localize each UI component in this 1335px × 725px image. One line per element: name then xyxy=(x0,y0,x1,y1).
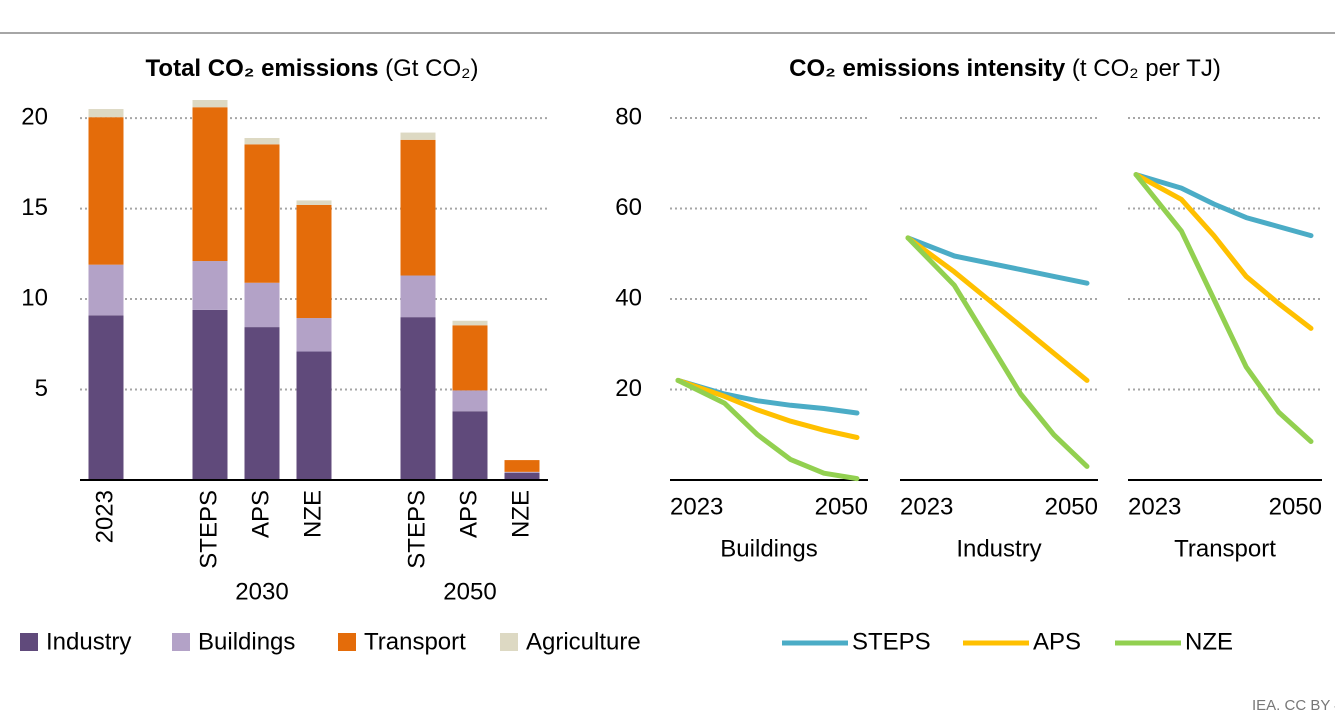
title-main: CO₂ emissions intensity xyxy=(789,55,1066,82)
y-tick-label: 20 xyxy=(615,375,642,402)
y-tick-label: 10 xyxy=(21,284,48,311)
x-tick-label: STEPS xyxy=(195,490,222,569)
bar-segment xyxy=(400,139,436,276)
legend-label: NZE xyxy=(1185,628,1233,655)
series-line xyxy=(675,377,860,416)
bar-segment xyxy=(400,275,436,318)
bar-segment xyxy=(88,109,124,118)
bar-segment xyxy=(296,204,332,319)
group-label: 2050 xyxy=(443,578,496,605)
bar-segment xyxy=(452,411,488,480)
bar-segment xyxy=(296,318,332,352)
bar-segment xyxy=(452,390,488,412)
bar-segment xyxy=(504,471,540,473)
bar-segment xyxy=(400,317,436,480)
footer: IEA. CC BY 4.0 xyxy=(1252,697,1335,714)
panel-label: Industry xyxy=(956,535,1041,562)
bar-segment xyxy=(400,132,436,140)
x-tick-label: 2023 xyxy=(900,493,953,520)
bar-segment xyxy=(452,325,488,391)
legend-label: Agriculture xyxy=(526,628,641,655)
legend-label: Industry xyxy=(46,628,131,655)
bar-segment xyxy=(504,472,540,480)
bar-segment xyxy=(192,107,228,262)
title-unit: (t CO₂ per TJ) xyxy=(1072,55,1221,82)
series-line xyxy=(905,235,1090,383)
x-tick-label: STEPS xyxy=(403,490,430,569)
legend-swatch xyxy=(500,633,518,651)
bar-segment xyxy=(244,138,280,145)
title-unit: (Gt CO₂) xyxy=(385,55,478,82)
series-line xyxy=(1133,172,1314,239)
legend-label: Buildings xyxy=(198,628,295,655)
title-main: Total CO₂ emissions xyxy=(146,55,379,82)
panel-label: Transport xyxy=(1174,535,1276,562)
x-tick-label: 2050 xyxy=(1045,493,1098,520)
bar-segment xyxy=(504,460,540,472)
x-tick-label: NZE xyxy=(507,490,534,538)
bar-segment xyxy=(452,320,488,326)
bar-segment xyxy=(244,327,280,480)
chart-title: Total CO₂ emissions (Gt CO₂) xyxy=(146,55,479,82)
legend-label: APS xyxy=(1033,628,1081,655)
x-tick-label: APS xyxy=(455,490,482,538)
bar-segment xyxy=(88,117,124,265)
bar-segment xyxy=(244,144,280,283)
y-tick-label: 80 xyxy=(615,103,642,130)
y-tick-label: 60 xyxy=(615,194,642,221)
bar-segment xyxy=(192,309,228,480)
bar-segment xyxy=(296,200,332,205)
bar-segment xyxy=(192,261,228,310)
panel-label: Buildings xyxy=(720,535,817,562)
bar-segment xyxy=(88,315,124,480)
series-line xyxy=(675,377,860,440)
y-tick-label: 5 xyxy=(35,375,48,402)
x-tick-label: 2050 xyxy=(815,493,868,520)
x-tick-label: 2023 xyxy=(670,493,723,520)
legend-swatch xyxy=(20,633,38,651)
series-line xyxy=(675,377,860,482)
chart-title: CO₂ emissions intensity (t CO₂ per TJ) xyxy=(789,55,1221,82)
y-tick-label: 40 xyxy=(615,284,642,311)
series-line xyxy=(1133,172,1314,444)
x-tick-label: 2050 xyxy=(1269,493,1322,520)
legend-swatch xyxy=(172,633,190,651)
legend-swatch xyxy=(338,633,356,651)
bar-segment xyxy=(88,264,124,316)
bar-segment xyxy=(244,282,280,328)
x-tick-label: APS xyxy=(247,490,274,538)
y-tick-label: 20 xyxy=(21,103,48,130)
series-line xyxy=(905,235,1090,469)
series-line xyxy=(1133,172,1314,331)
legend-label: STEPS xyxy=(852,628,931,655)
y-tick-label: 15 xyxy=(21,194,48,221)
bar-segment xyxy=(296,351,332,480)
group-label: 2030 xyxy=(235,578,288,605)
x-tick-label: 2023 xyxy=(91,490,118,543)
x-tick-label: NZE xyxy=(299,490,326,538)
bar-segment xyxy=(192,100,228,108)
x-tick-label: 2023 xyxy=(1128,493,1181,520)
series-line xyxy=(905,235,1090,286)
legend-label: Transport xyxy=(364,628,466,655)
